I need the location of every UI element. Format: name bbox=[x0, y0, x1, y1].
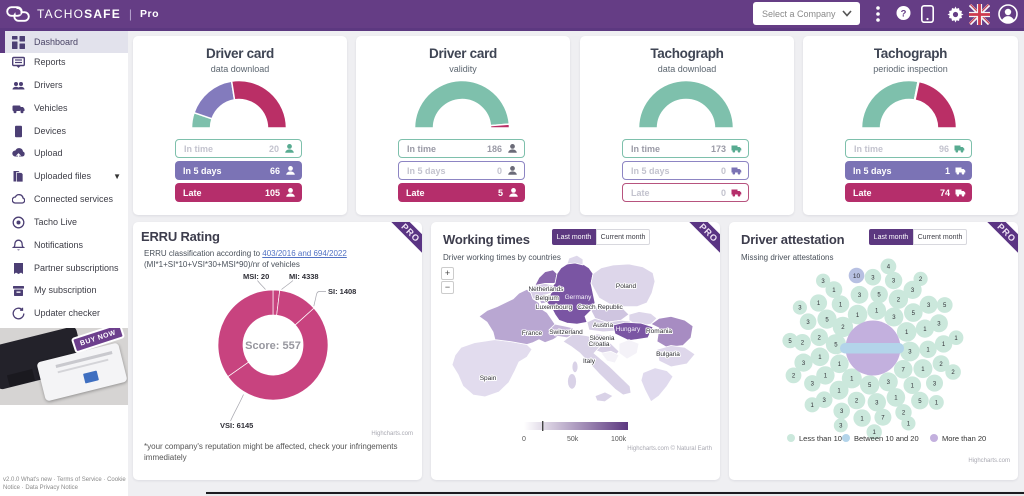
svg-text:3: 3 bbox=[823, 398, 827, 404]
svg-text:5: 5 bbox=[943, 303, 947, 309]
svg-text:3: 3 bbox=[821, 279, 825, 285]
svg-text:3: 3 bbox=[875, 401, 879, 407]
svg-text:3: 3 bbox=[840, 409, 844, 415]
svg-text:Romania: Romania bbox=[646, 328, 672, 335]
svg-text:2: 2 bbox=[855, 399, 859, 405]
svg-text:2: 2 bbox=[951, 370, 955, 376]
svg-text:3: 3 bbox=[937, 322, 941, 328]
svg-text:3: 3 bbox=[802, 361, 806, 367]
svg-text:3: 3 bbox=[839, 424, 843, 430]
svg-text:1: 1 bbox=[873, 430, 877, 436]
svg-text:5: 5 bbox=[788, 339, 792, 345]
svg-text:3: 3 bbox=[887, 380, 891, 386]
svg-text:0: 0 bbox=[522, 436, 526, 443]
svg-text:Luxembourg: Luxembourg bbox=[536, 304, 573, 311]
svg-text:Bulgaria: Bulgaria bbox=[656, 351, 680, 358]
svg-text:VSI: 6145: VSI: 6145 bbox=[220, 421, 253, 430]
svg-text:Netherlands: Netherlands bbox=[528, 286, 564, 293]
svg-text:10: 10 bbox=[853, 273, 861, 280]
svg-text:3: 3 bbox=[933, 381, 937, 387]
svg-text:1: 1 bbox=[921, 367, 925, 373]
svg-text:Less than 10: Less than 10 bbox=[799, 434, 842, 443]
svg-text:7: 7 bbox=[881, 415, 885, 421]
svg-text:1: 1 bbox=[926, 348, 930, 354]
svg-text:2: 2 bbox=[818, 335, 822, 341]
svg-text:50k: 50k bbox=[567, 436, 579, 443]
svg-text:Spain: Spain bbox=[480, 375, 497, 382]
svg-text:3: 3 bbox=[871, 275, 875, 281]
svg-text:5: 5 bbox=[868, 383, 872, 389]
svg-text:MSI: 20: MSI: 20 bbox=[243, 272, 269, 281]
svg-text:3: 3 bbox=[811, 382, 815, 388]
svg-text:5: 5 bbox=[912, 311, 916, 317]
svg-text:?: ? bbox=[901, 8, 907, 19]
svg-text:1: 1 bbox=[811, 403, 815, 409]
svg-text:Czech Republic: Czech Republic bbox=[577, 304, 623, 311]
svg-text:1: 1 bbox=[818, 355, 822, 361]
svg-text:5: 5 bbox=[834, 342, 838, 348]
svg-text:3: 3 bbox=[908, 350, 912, 356]
svg-text:4: 4 bbox=[887, 265, 891, 271]
svg-text:3: 3 bbox=[798, 306, 802, 312]
svg-text:3: 3 bbox=[927, 303, 931, 309]
svg-text:Score: 557: Score: 557 bbox=[245, 340, 301, 352]
svg-text:3: 3 bbox=[911, 288, 915, 294]
svg-text:Austria: Austria bbox=[593, 322, 614, 329]
svg-text:1: 1 bbox=[832, 288, 836, 294]
svg-text:Italy: Italy bbox=[583, 358, 596, 365]
svg-text:100k: 100k bbox=[611, 436, 627, 443]
svg-text:Belgium: Belgium bbox=[535, 295, 558, 302]
svg-text:1: 1 bbox=[935, 401, 939, 407]
svg-text:2: 2 bbox=[801, 341, 805, 347]
svg-text:2: 2 bbox=[902, 411, 906, 417]
svg-text:3: 3 bbox=[892, 279, 896, 285]
svg-text:Hungary: Hungary bbox=[616, 326, 641, 333]
svg-text:More than 20: More than 20 bbox=[942, 434, 986, 443]
svg-text:1: 1 bbox=[817, 301, 821, 307]
svg-text:1: 1 bbox=[911, 383, 915, 389]
svg-text:Germany: Germany bbox=[565, 294, 592, 301]
svg-text:5: 5 bbox=[918, 399, 922, 405]
svg-text:Switzerland: Switzerland bbox=[549, 329, 583, 336]
svg-text:2: 2 bbox=[939, 362, 943, 368]
svg-text:1: 1 bbox=[850, 377, 854, 383]
svg-text:MI: 4338: MI: 4338 bbox=[289, 272, 319, 281]
svg-text:1: 1 bbox=[839, 302, 843, 308]
svg-text:1: 1 bbox=[856, 313, 860, 319]
svg-text:1: 1 bbox=[838, 362, 842, 368]
svg-text:France: France bbox=[522, 330, 543, 337]
svg-text:1: 1 bbox=[942, 342, 946, 348]
svg-text:3: 3 bbox=[858, 293, 862, 299]
svg-text:1: 1 bbox=[907, 422, 911, 428]
svg-text:7: 7 bbox=[902, 368, 906, 374]
svg-text:Poland: Poland bbox=[616, 283, 637, 290]
svg-text:2: 2 bbox=[897, 297, 901, 303]
svg-text:1: 1 bbox=[954, 336, 958, 342]
svg-text:2: 2 bbox=[919, 277, 923, 283]
svg-text:2: 2 bbox=[792, 374, 796, 380]
svg-text:Croatia: Croatia bbox=[589, 341, 610, 348]
svg-text:Between 10 and 20: Between 10 and 20 bbox=[854, 434, 919, 443]
svg-text:2: 2 bbox=[841, 325, 845, 331]
svg-text:1: 1 bbox=[860, 416, 864, 422]
svg-text:1: 1 bbox=[923, 327, 927, 333]
svg-text:3: 3 bbox=[892, 315, 896, 321]
svg-text:1: 1 bbox=[824, 374, 828, 380]
svg-text:SI: 1408: SI: 1408 bbox=[328, 287, 356, 296]
svg-text:1: 1 bbox=[837, 388, 841, 394]
svg-text:1: 1 bbox=[894, 396, 898, 402]
svg-text:5: 5 bbox=[825, 317, 829, 323]
svg-text:5: 5 bbox=[877, 293, 881, 299]
svg-text:1: 1 bbox=[905, 330, 909, 336]
svg-text:1: 1 bbox=[875, 309, 879, 315]
svg-text:Slovenia: Slovenia bbox=[590, 335, 615, 342]
svg-text:3: 3 bbox=[806, 320, 810, 326]
